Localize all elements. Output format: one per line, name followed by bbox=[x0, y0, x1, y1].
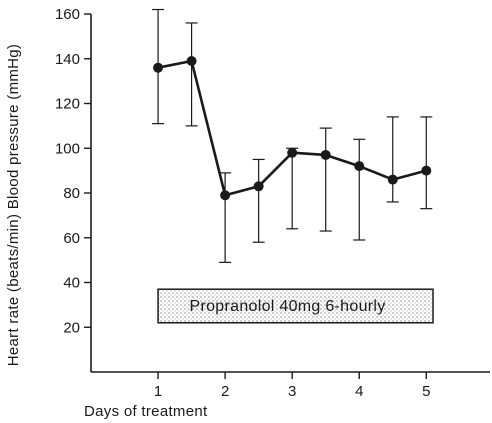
y-tick-label: 100 bbox=[55, 140, 80, 157]
data-point bbox=[354, 161, 365, 172]
y-tick-label: 120 bbox=[55, 96, 80, 113]
x-tick-label: 3 bbox=[288, 383, 296, 400]
data-point bbox=[421, 165, 432, 176]
x-tick-label: 5 bbox=[422, 383, 430, 400]
x-axis-label: Days of treatment bbox=[84, 403, 208, 420]
x-ticks: 1 2 3 4 5 bbox=[154, 372, 430, 400]
treatment-band-label: Propranolol 40mg 6-hourly bbox=[190, 298, 386, 315]
treatment-band-box bbox=[157, 288, 434, 324]
y-tick-label: 140 bbox=[55, 51, 80, 68]
series-layer bbox=[152, 8, 433, 263]
y-tick-label: 40 bbox=[63, 275, 80, 292]
x-tick-label: 2 bbox=[221, 383, 229, 400]
x-tick-label: 4 bbox=[355, 383, 363, 400]
data-point bbox=[186, 55, 197, 66]
data-point bbox=[253, 181, 264, 192]
data-point bbox=[153, 62, 164, 73]
y-axis-label: Heart rate (beats/min) Blood pressure (m… bbox=[5, 44, 22, 366]
data-point bbox=[287, 147, 298, 158]
x-tick-label: 1 bbox=[154, 383, 162, 400]
y-ticks: 20 40 60 80 100 120 140 160 bbox=[55, 6, 91, 336]
y-tick-label: 80 bbox=[63, 185, 80, 202]
data-point bbox=[220, 190, 231, 201]
data-point bbox=[320, 149, 331, 160]
treatment-band: Propranolol 40mg 6-hourly bbox=[157, 288, 434, 324]
y-tick-label: 20 bbox=[63, 319, 80, 336]
data-point bbox=[387, 174, 398, 185]
y-tick-label: 160 bbox=[55, 6, 80, 23]
y-tick-label: 60 bbox=[63, 230, 80, 247]
